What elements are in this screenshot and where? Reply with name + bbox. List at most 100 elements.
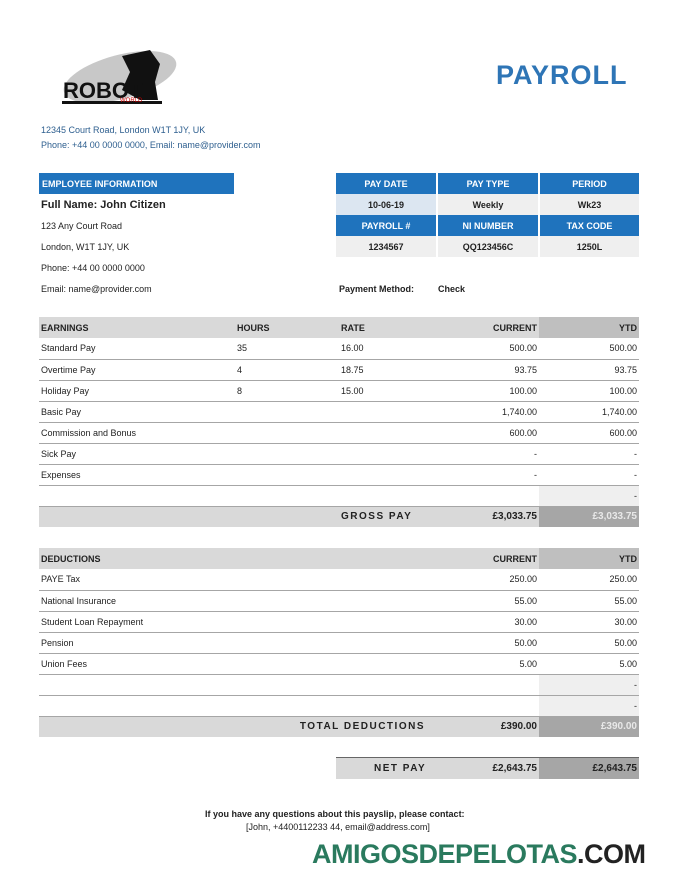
watermark: AMIGOSDEPELOTAS.COM <box>312 838 646 870</box>
col-hours: HOURS <box>235 317 339 338</box>
earnings-rate <box>339 485 439 507</box>
earnings-hours <box>235 464 339 486</box>
deductions-ytd: 50.00 <box>539 632 639 654</box>
deductions-row: - <box>39 674 639 696</box>
deductions-ytd: 55.00 <box>539 590 639 612</box>
pay-type-value: Weekly <box>438 194 538 215</box>
gross-pay-ytd: £3,033.75 <box>539 506 639 527</box>
earnings-item: Holiday Pay <box>39 380 235 402</box>
col-current: CURRENT <box>439 548 539 569</box>
watermark-suffix: .COM <box>577 839 646 869</box>
employee-name: Full Name: John Citizen <box>41 199 166 211</box>
earnings-item: Basic Pay <box>39 401 235 423</box>
net-pay-current: £2,643.75 <box>439 757 539 779</box>
earnings-ytd: - <box>539 443 639 465</box>
deductions-row: National Insurance 55.00 55.00 <box>39 590 639 612</box>
page-title: PAYROLL <box>496 60 628 90</box>
deductions-ytd: 250.00 <box>539 569 639 591</box>
earnings-hours <box>235 401 339 423</box>
earnings-row: Holiday Pay 8 15.00 100.00 100.00 <box>39 380 639 402</box>
earnings-item: Expenses <box>39 464 235 486</box>
col-earnings: EARNINGS <box>39 317 235 338</box>
earnings-header-row: EARNINGS HOURS RATE CURRENT YTD <box>39 317 639 338</box>
deductions-current <box>439 674 539 696</box>
employee-address2: London, W1T 1JY, UK <box>41 242 130 252</box>
total-deductions-label: TOTAL DEDUCTIONS <box>39 716 439 737</box>
deductions-row: PAYE Tax 250.00 250.00 <box>39 569 639 591</box>
net-pay-label: NET PAY <box>336 757 439 779</box>
earnings-rate: 15.00 <box>339 380 439 402</box>
earnings-current: - <box>439 464 539 486</box>
earnings-item: Commission and Bonus <box>39 422 235 444</box>
employee-address1: 123 Any Court Road <box>41 221 123 231</box>
earnings-ytd: - <box>539 464 639 486</box>
deductions-row: - <box>39 695 639 717</box>
pay-date-label: PAY DATE <box>336 173 436 194</box>
earnings-ytd: 100.00 <box>539 380 639 402</box>
period-value: Wk23 <box>540 194 639 215</box>
tax-code-label: TAX CODE <box>540 215 639 236</box>
earnings-row: Basic Pay 1,740.00 1,740.00 <box>39 401 639 423</box>
col-rate: RATE <box>339 317 439 338</box>
earnings-ytd: 600.00 <box>539 422 639 444</box>
deductions-item: National Insurance <box>39 590 439 612</box>
deductions-item: Student Loan Repayment <box>39 611 439 633</box>
company-contact: Phone: +44 00 0000 0000, Email: name@pro… <box>41 140 261 150</box>
earnings-ytd: 93.75 <box>539 359 639 381</box>
gross-pay-row: GROSS PAY £3,033.75 £3,033.75 <box>39 506 639 527</box>
gross-pay-label: GROSS PAY <box>339 506 439 527</box>
deductions-current: 250.00 <box>439 569 539 591</box>
period-label: PERIOD <box>540 173 639 194</box>
deductions-ytd: 30.00 <box>539 611 639 633</box>
employee-info-header: EMPLOYEE INFORMATION <box>39 173 234 194</box>
footer-question: If you have any questions about this pay… <box>205 809 465 819</box>
deductions-current: 50.00 <box>439 632 539 654</box>
deductions-table: DEDUCTIONS CURRENT YTD PAYE Tax 250.00 250… <box>39 548 639 737</box>
earnings-item <box>39 485 235 507</box>
earnings-hours <box>235 443 339 465</box>
earnings-current: 500.00 <box>439 338 539 360</box>
col-deductions: DEDUCTIONS <box>39 548 439 569</box>
earnings-rate: 18.75 <box>339 359 439 381</box>
earnings-ytd: 500.00 <box>539 338 639 360</box>
net-pay-ytd: £2,643.75 <box>539 757 639 779</box>
deductions-ytd: - <box>539 695 639 717</box>
deductions-item: Union Fees <box>39 653 439 675</box>
footer-contact: [John, +4400112233 44, email@address.com… <box>246 822 430 832</box>
earnings-rate <box>339 422 439 444</box>
pay-type-label: PAY TYPE <box>438 173 538 194</box>
employee-phone: Phone: +44 00 0000 0000 <box>41 263 145 273</box>
deductions-current: 55.00 <box>439 590 539 612</box>
total-deductions-row: TOTAL DEDUCTIONS £390.00 £390.00 <box>39 716 639 737</box>
payment-method-label: Payment Method: <box>339 284 415 294</box>
total-deductions-ytd: £390.00 <box>539 716 639 737</box>
pay-date-value: 10-06-19 <box>336 194 436 215</box>
earnings-ytd: - <box>539 485 639 507</box>
deductions-current: 5.00 <box>439 653 539 675</box>
earnings-hours <box>235 485 339 507</box>
company-logo: ROBOT WORLD <box>60 42 180 112</box>
deductions-row: Pension 50.00 50.00 <box>39 632 639 654</box>
svg-text:ROBOT: ROBOT <box>63 78 143 103</box>
company-address: 12345 Court Road, London W1T 1JY, UK <box>41 125 206 135</box>
gross-pay-current: £3,033.75 <box>439 506 539 527</box>
deductions-current <box>439 695 539 717</box>
deductions-ytd: - <box>539 674 639 696</box>
earnings-table: EARNINGS HOURS RATE CURRENT YTD Standard… <box>39 317 639 527</box>
total-deductions-current: £390.00 <box>439 716 539 737</box>
net-pay-table: NET PAY £2,643.75 £2,643.75 <box>336 757 639 779</box>
earnings-item: Sick Pay <box>39 443 235 465</box>
earnings-rate <box>339 401 439 423</box>
earnings-current: 1,740.00 <box>439 401 539 423</box>
deductions-item <box>39 674 439 696</box>
earnings-ytd: 1,740.00 <box>539 401 639 423</box>
robot-logo-icon: ROBOT WORLD <box>62 50 177 104</box>
earnings-row: Expenses - - <box>39 464 639 486</box>
ni-number-label: NI NUMBER <box>438 215 538 236</box>
earnings-item: Standard Pay <box>39 338 235 360</box>
net-pay-row: NET PAY £2,643.75 £2,643.75 <box>336 757 639 779</box>
earnings-row: Sick Pay - - <box>39 443 639 465</box>
col-ytd: YTD <box>539 548 639 569</box>
earnings-current: - <box>439 443 539 465</box>
earnings-row: Standard Pay 35 16.00 500.00 500.00 <box>39 338 639 360</box>
